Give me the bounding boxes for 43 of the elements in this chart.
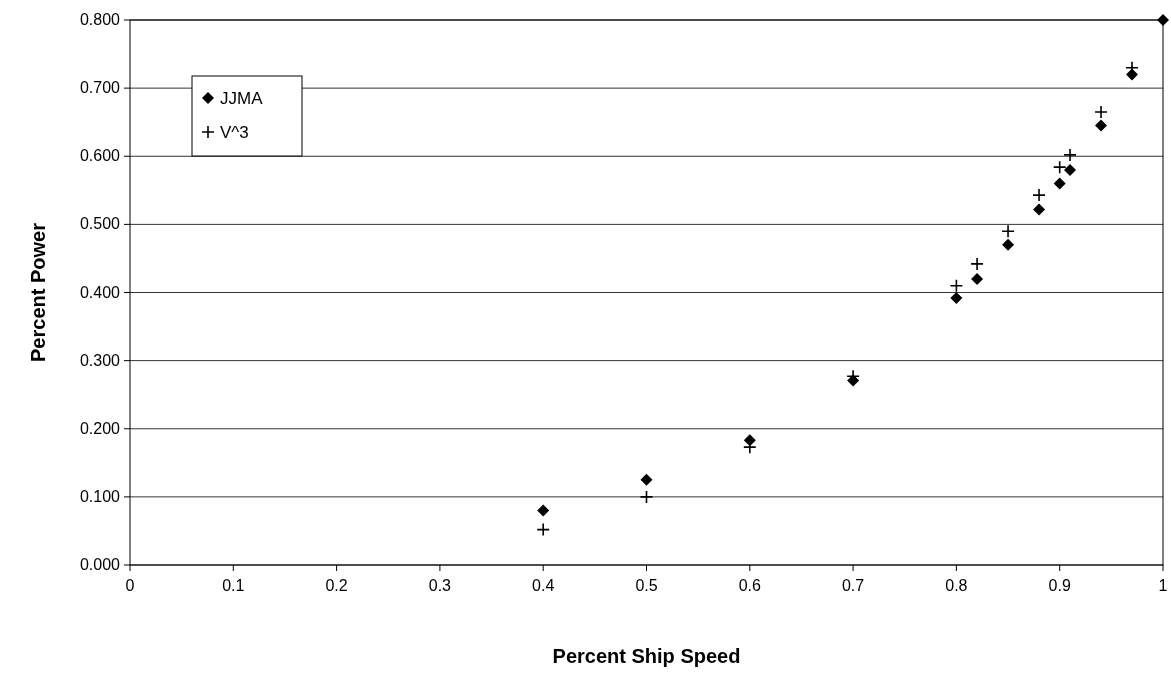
x-tick-label: 0.4 xyxy=(532,577,555,594)
x-tick-label: 0.3 xyxy=(428,577,452,594)
x-tick-label: 0.1 xyxy=(222,577,245,594)
point xyxy=(971,272,984,285)
point xyxy=(950,291,963,304)
point xyxy=(1033,203,1046,216)
point xyxy=(536,522,550,537)
x-tick-label: 0.2 xyxy=(325,577,348,594)
y-tick-label: 0.000 xyxy=(79,556,121,573)
point xyxy=(1094,105,1108,119)
y-axis-title: Percent Power xyxy=(27,222,49,362)
point xyxy=(1053,177,1066,190)
x-tick-label: 0.7 xyxy=(841,577,865,594)
point xyxy=(1052,160,1067,174)
y-tick-label: 0.800 xyxy=(79,11,121,28)
point xyxy=(970,257,984,271)
point xyxy=(1002,238,1015,251)
y-tick-label: 0.200 xyxy=(79,419,121,437)
x-tick-label: 0.9 xyxy=(1048,577,1071,594)
y-tick-label: 0.300 xyxy=(79,351,121,369)
point xyxy=(1157,14,1169,26)
x-tick-label: 0 xyxy=(125,577,135,594)
point xyxy=(1063,148,1077,162)
legend-label: V^3 xyxy=(220,123,249,142)
point xyxy=(949,278,964,293)
y-tick-label: 0.600 xyxy=(79,147,121,165)
y-tick-label: 0.700 xyxy=(79,79,121,97)
point xyxy=(640,473,653,486)
point xyxy=(1064,163,1077,176)
point xyxy=(639,490,654,504)
x-tick-label: 0.5 xyxy=(635,577,658,594)
x-tick-label: 1 xyxy=(1158,577,1168,594)
x-tick-label: 0.6 xyxy=(738,577,762,594)
y-tick-label: 0.400 xyxy=(79,283,121,301)
x-tick-label: 0.8 xyxy=(945,577,968,594)
y-tick-label: 0.500 xyxy=(79,215,121,233)
legend-label: JJMA xyxy=(220,89,264,108)
point xyxy=(1095,119,1108,132)
y-tick-label: 0.100 xyxy=(79,487,121,505)
point xyxy=(1032,188,1046,202)
point xyxy=(1001,224,1015,238)
point xyxy=(537,504,550,517)
x-axis-title: Percent Ship Speed xyxy=(552,645,741,667)
